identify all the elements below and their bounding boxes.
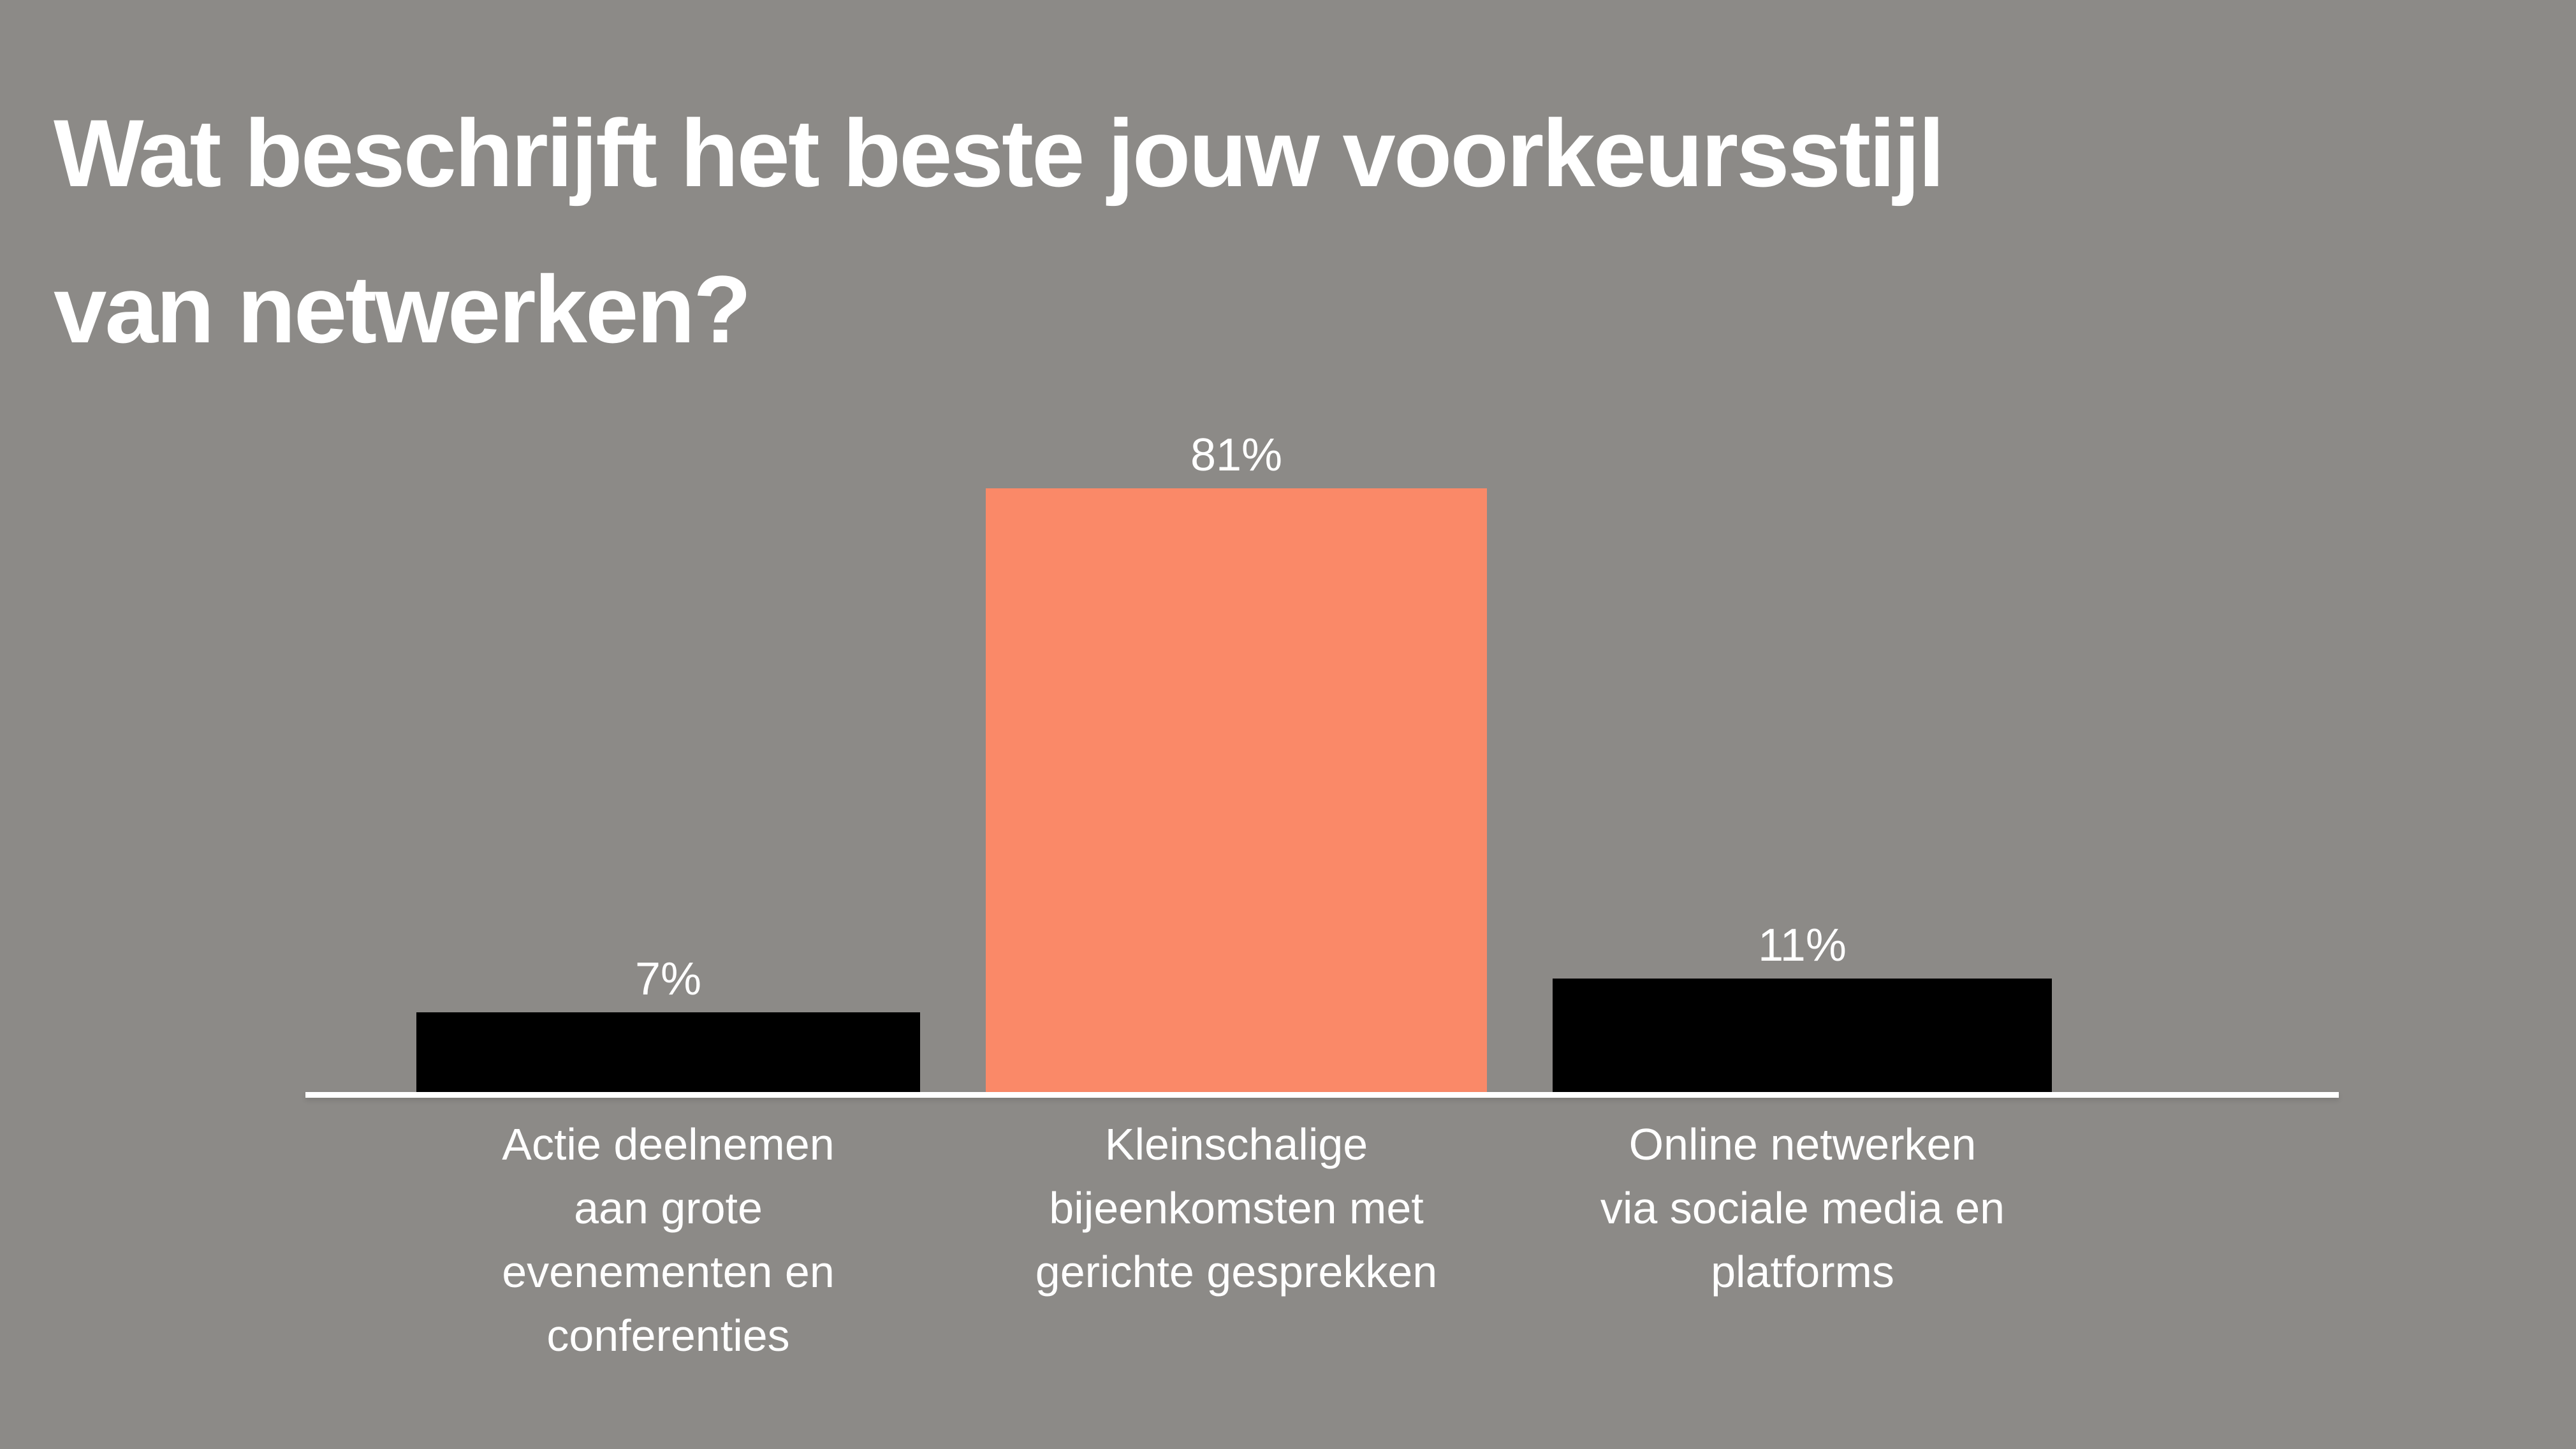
page-title-line-1: Wat beschrijft het beste jouw voorkeurss… <box>54 99 1945 207</box>
bar-group-grote-evenementen: 7% <box>416 0 920 1092</box>
bar-group-online-netwerken: 11% <box>1553 0 2052 1092</box>
page-title: Wat beschrijft het beste jouw voorkeurss… <box>54 75 2477 388</box>
category-label-line: conferenties <box>546 1311 790 1360</box>
bar-online-netwerken <box>1553 979 2052 1092</box>
bar-value-label: 7% <box>634 954 702 1005</box>
bar-group-kleinschalige-bijeenkomsten: 81% <box>986 0 1487 1092</box>
x-axis-line <box>305 1092 2339 1098</box>
category-label-online-netwerken: Online netwerken via sociale media en pl… <box>1484 1112 2121 1304</box>
category-label-line: evenementen en <box>502 1247 835 1297</box>
category-label-line: platforms <box>1711 1247 1894 1297</box>
category-label-line: Kleinschalige <box>1104 1119 1368 1169</box>
category-label-line: Actie deelnemen <box>502 1119 835 1169</box>
bar-value-label: 81% <box>1190 430 1283 481</box>
category-label-line: gerichte gesprekken <box>1035 1247 1438 1297</box>
bar-value-label: 11% <box>1758 920 1847 971</box>
page-title-line-2: van netwerken? <box>54 256 752 363</box>
category-label-line: aan grote <box>574 1183 763 1233</box>
bar-kleinschalige-bijeenkomsten <box>986 488 1487 1092</box>
category-label-kleinschalige-bijeenkomsten: Kleinschalige bijeenkomsten met gerichte… <box>918 1112 1555 1304</box>
bar-grote-evenementen <box>416 1012 920 1092</box>
category-label-line: Online netwerken <box>1628 1119 1977 1169</box>
category-label-line: via sociale media en <box>1600 1183 2005 1233</box>
category-label-grote-evenementen: Actie deelnemen aan grote evenementen en… <box>349 1112 987 1367</box>
category-label-line: bijeenkomsten met <box>1049 1183 1424 1233</box>
